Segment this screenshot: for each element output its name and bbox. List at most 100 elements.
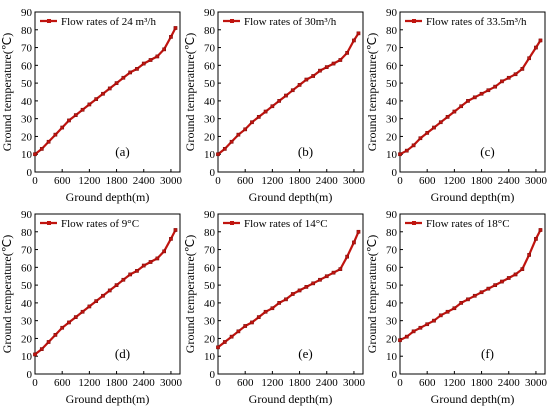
data-point [173, 26, 178, 30]
data-point [155, 54, 160, 59]
data-point [534, 45, 538, 50]
x-tick-label: 1200 [78, 377, 101, 389]
y-tick-label: 60 [21, 60, 33, 72]
data-point [284, 297, 288, 302]
data-point [169, 237, 173, 241]
data-point [162, 47, 166, 52]
y-axis-label: Ground temperature(℃) [365, 235, 379, 353]
y-tick-label: 40 [204, 96, 216, 108]
x-tick-label: 0 [32, 175, 38, 187]
y-tick-label: 50 [21, 78, 33, 90]
chart-panel-3: 0 10 20 30 40 50 60 70 80 90 0 600 1200 1800 2400 3000 G… [365, 7, 547, 204]
data-point [80, 309, 85, 314]
data-point [472, 95, 477, 100]
data-point [418, 136, 423, 141]
data-point [229, 139, 234, 144]
legend-label: Flow rates of 18°C [426, 218, 510, 230]
data-point [324, 65, 329, 69]
data-point [121, 75, 126, 80]
legend-marker [47, 221, 51, 225]
data-point [94, 299, 99, 303]
data-point [527, 253, 531, 257]
y-tick-label: 40 [21, 96, 33, 108]
data-point [114, 81, 119, 85]
data-point [256, 315, 261, 319]
y-tick-label: 90 [386, 209, 398, 221]
y-tick-label: 10 [386, 351, 398, 363]
y-tick-label: 20 [21, 333, 33, 345]
plot-frame [217, 11, 364, 173]
data-point [356, 229, 361, 234]
data-point [155, 256, 160, 261]
data-point [33, 352, 37, 357]
data-point [425, 322, 430, 327]
x-axis-label: Ground depth(m) [66, 392, 150, 406]
data-point [331, 61, 336, 66]
y-tick-label: 30 [204, 114, 216, 126]
data-point [107, 86, 112, 91]
y-tick-label: 60 [386, 262, 398, 274]
data-point [290, 88, 295, 93]
x-tick-label: 1200 [261, 175, 284, 187]
x-axis-label: Ground depth(m) [249, 190, 333, 204]
data-point [101, 293, 105, 298]
data-point [500, 79, 504, 84]
data-point [236, 329, 241, 334]
data-point [338, 58, 343, 62]
data-point [67, 118, 71, 123]
data-point [169, 35, 173, 39]
y-tick-label: 0 [392, 167, 398, 179]
data-point [46, 340, 51, 344]
data-point [297, 288, 302, 293]
x-tick-label: 2400 [316, 377, 339, 389]
data-point [486, 286, 491, 291]
data-point [107, 288, 112, 293]
y-tick-label: 50 [21, 280, 33, 292]
y-tick-label: 0 [27, 369, 33, 381]
panel-label: (a) [115, 144, 129, 159]
data-point [39, 347, 44, 351]
y-tick-label: 50 [386, 78, 398, 90]
x-tick-label: 0 [32, 377, 38, 389]
panel-label: (b) [298, 144, 313, 159]
data-point [411, 329, 416, 334]
data-point [284, 93, 288, 98]
data-point [520, 67, 525, 71]
data-point [304, 285, 309, 289]
legend-marker [412, 19, 416, 23]
y-tick-label: 90 [386, 7, 398, 19]
legend-marker [47, 19, 51, 23]
data-point [398, 338, 402, 343]
y-tick-label: 70 [204, 245, 216, 257]
chart-panel-2: 0 10 20 30 40 50 60 70 80 90 0 600 1200 1800 2400 3000 G… [183, 7, 365, 204]
plot-frame [34, 213, 181, 375]
data-point [479, 290, 484, 295]
x-tick-label: 2400 [498, 377, 521, 389]
x-tick-label: 3000 [343, 175, 366, 187]
chart-panel-6: 0 10 20 30 40 50 60 70 80 90 0 600 1200 1800 2400 3000 G… [365, 209, 547, 406]
data-point [141, 61, 146, 66]
x-axis-label: Ground depth(m) [66, 190, 150, 204]
data-point [173, 228, 178, 232]
data-point [297, 83, 302, 87]
data-point [466, 99, 470, 103]
x-tick-label: 0 [397, 377, 403, 389]
x-tick-label: 3000 [525, 175, 548, 187]
data-point [506, 276, 511, 280]
data-point [101, 91, 105, 96]
x-tick-label: 3000 [160, 377, 183, 389]
data-point [493, 283, 498, 287]
y-tick-label: 10 [21, 149, 33, 161]
data-point [277, 301, 282, 305]
y-tick-label: 80 [386, 25, 398, 37]
y-tick-label: 10 [204, 149, 216, 161]
data-point [135, 269, 139, 273]
data-point [87, 304, 92, 309]
x-tick-label: 600 [237, 175, 254, 187]
data-point [331, 270, 336, 275]
data-point [128, 70, 133, 75]
plot-frame [399, 213, 546, 375]
data-point [148, 58, 153, 62]
data-point [472, 293, 477, 298]
